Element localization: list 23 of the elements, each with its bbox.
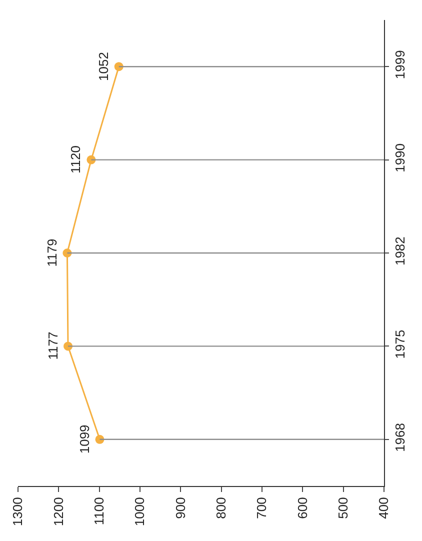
- y-tick-label: 1968: [392, 422, 408, 452]
- x-tick-label: 500: [336, 497, 351, 519]
- data-label: 1179: [44, 238, 60, 267]
- point: [95, 434, 104, 444]
- data-label: 1052: [96, 52, 111, 81]
- x-tick-label: 800: [214, 497, 229, 519]
- x-tick-label: 1300: [10, 497, 26, 526]
- x-tick-label: 1200: [50, 497, 66, 526]
- x-tick-label: 600: [294, 497, 310, 519]
- y-tick-label: 1990: [392, 143, 408, 172]
- y-tick-label: 1999: [392, 50, 408, 80]
- x-tick-label: 900: [172, 497, 188, 519]
- y-tick-label: 1975: [392, 330, 408, 359]
- x-tick-label: 1100: [92, 497, 107, 526]
- point: [114, 62, 124, 72]
- data-label: 1120: [68, 146, 83, 174]
- point: [62, 248, 72, 258]
- data-label: 1099: [76, 424, 92, 454]
- data-label: 1177: [45, 332, 60, 360]
- x-tick-label: 700: [254, 497, 270, 519]
- y-tick-label: 1982: [392, 236, 408, 266]
- x-tick-label: 1000: [132, 497, 148, 526]
- x-tick-label: 400: [376, 497, 392, 519]
